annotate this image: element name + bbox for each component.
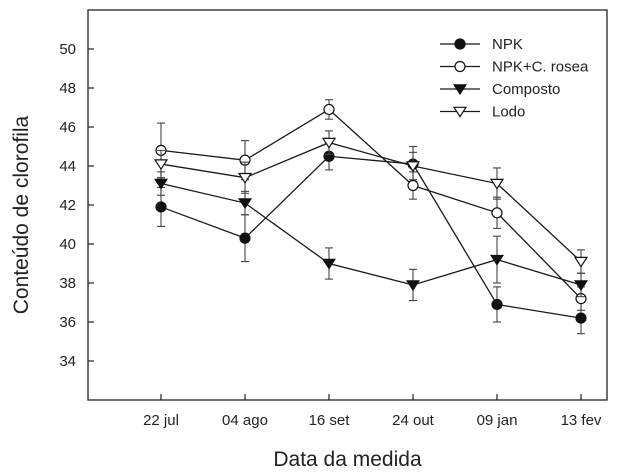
data-point	[239, 232, 251, 244]
data-point	[407, 179, 419, 192]
legend-marker	[454, 60, 466, 73]
data-point	[575, 312, 587, 324]
data-point	[153, 159, 169, 171]
legend-label: Composto	[492, 81, 560, 98]
x-axis-ticks: 22 jul 04 ago 16 set 24 out 09 jan 13 fev	[143, 394, 602, 429]
data-point	[491, 207, 503, 219]
legend-marker	[452, 84, 468, 96]
legend-marker	[454, 38, 466, 50]
data-point	[489, 178, 505, 190]
series-3	[153, 130, 589, 274]
y-tick-label: 40	[59, 236, 76, 253]
series-line	[160, 182, 582, 286]
legend-item: Lodo	[440, 104, 525, 121]
series-1	[155, 99, 587, 311]
legend-marker	[452, 106, 468, 118]
data-point	[489, 254, 505, 266]
legend-item: Composto	[440, 81, 560, 98]
data-point	[491, 298, 503, 311]
y-tick-label: 36	[59, 314, 76, 331]
data-point	[153, 178, 169, 190]
data-point	[573, 256, 589, 268]
y-axis-ticks: 34 36 38 40 42 44 46 48 50	[59, 41, 94, 370]
y-tick-label: 34	[59, 353, 76, 370]
y-tick-label: 44	[59, 158, 76, 175]
data-point	[321, 137, 337, 149]
data-point	[573, 280, 589, 292]
y-axis-title: Conteúdo de clorofila	[10, 115, 33, 314]
x-tick-label: 22 jul	[143, 412, 179, 429]
series-line	[160, 108, 582, 300]
data-point	[323, 103, 335, 116]
data-point	[321, 258, 337, 270]
x-axis-title: Data da medida	[273, 448, 422, 471]
data-point	[405, 280, 421, 292]
x-tick-label: 24 out	[392, 412, 435, 429]
y-tick-label: 42	[59, 197, 76, 214]
x-tick-label: 04 ago	[222, 412, 268, 429]
data-point	[405, 161, 421, 173]
x-tick-label: 16 set	[309, 412, 351, 429]
legend-label: NPK	[492, 36, 523, 53]
series-line	[160, 141, 582, 263]
legend-item: NPK+C. rosea	[440, 59, 589, 76]
legend-label: NPK+C. rosea	[492, 59, 589, 76]
y-tick-label: 46	[59, 119, 76, 136]
legend-item: NPK	[440, 36, 523, 53]
plot-area	[153, 99, 589, 335]
x-tick-label: 09 jan	[477, 412, 518, 429]
legend-label: Lodo	[492, 104, 525, 121]
y-tick-label: 38	[59, 275, 76, 292]
data-point	[155, 201, 167, 213]
data-point	[237, 198, 253, 210]
legend: NPK NPK+C. rosea Composto Lodo	[440, 36, 589, 121]
series-2	[153, 171, 589, 302]
x-tick-label: 13 fev	[561, 412, 602, 429]
y-tick-label: 50	[59, 41, 76, 58]
data-point	[237, 172, 253, 184]
y-tick-label: 48	[59, 80, 76, 97]
series-line	[160, 155, 582, 319]
